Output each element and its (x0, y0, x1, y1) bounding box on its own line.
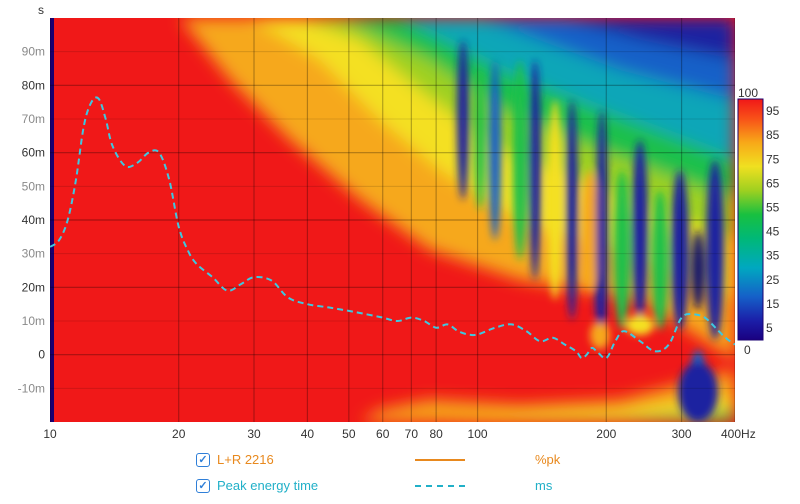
legend-label-l-r: L+R 2216 (217, 452, 274, 467)
colorbar-tick-label: 85 (766, 128, 780, 142)
x-tick-label: 60 (376, 427, 390, 441)
x-tick-label: 50 (342, 427, 356, 441)
y-axis-ticks: 90m 80m 70m 60m 50m 40m 30m 20m 10m 0 -10m (18, 45, 46, 396)
y-axis-unit: s (38, 3, 44, 17)
legend-row-l-r[interactable]: ✓ L+R 2216 %pk (196, 452, 595, 467)
y-tick-label: 60m (22, 146, 45, 160)
colorbar-tick-label: 55 (766, 200, 780, 214)
colorbar (737, 98, 764, 341)
colorbar-tick-label: 45 (766, 225, 780, 239)
y-tick-label: 0 (38, 348, 45, 362)
colorbar-tick-label: 75 (766, 152, 780, 166)
y-tick-label: 30m (22, 247, 45, 261)
legend-row-peak-energy[interactable]: ✓ Peak energy time ms (196, 478, 595, 493)
colorbar-tick-label: 35 (766, 249, 780, 263)
y-tick-label: 70m (22, 112, 45, 126)
colorbar-tick-label: 25 (766, 273, 780, 287)
legend-swatch-l-r (415, 458, 465, 461)
colorbar-tick-label: 5 (766, 321, 773, 335)
x-tick-label: 20 (172, 427, 186, 441)
peak-energy-time-curve (50, 96, 735, 360)
legend-checkbox-peak-energy[interactable]: ✓ (196, 478, 210, 493)
colorbar-tick-label: 15 (766, 297, 780, 311)
y-tick-label: 10m (22, 314, 45, 328)
colorbar-ticks: 95 85 75 65 55 45 35 25 15 5 (766, 104, 780, 335)
x-tick-label: 40 (301, 427, 315, 441)
y-tick-label: 40m (22, 213, 45, 227)
x-tick-label: 70 (405, 427, 419, 441)
x-tick-label: 200 (596, 427, 616, 441)
x-axis-ticks: 10 20 30 40 50 60 70 80 100 200 300 400Hz (43, 427, 755, 441)
x-tick-label: 80 (429, 427, 443, 441)
colorbar-tick-label: 65 (766, 176, 780, 190)
legend-swatch-peak-energy (415, 484, 465, 487)
heatmap-plot (50, 18, 735, 422)
y-tick-label: -10m (18, 381, 45, 395)
x-tick-label: 30 (247, 427, 261, 441)
legend-unit-peak-energy: ms (535, 478, 553, 493)
x-tick-label: 100 (468, 427, 488, 441)
x-tick-label: 10 (43, 427, 57, 441)
y-tick-label: 50m (22, 179, 45, 193)
legend-unit-l-r: %pk (535, 452, 561, 467)
x-tick-label: 300 (672, 427, 692, 441)
y-tick-label: 20m (22, 280, 45, 294)
y-tick-label: 80m (22, 78, 45, 92)
x-tick-label: 400Hz (721, 427, 756, 441)
legend-label-peak-energy: Peak energy time (217, 478, 319, 493)
colorbar-tick-label: 95 (766, 104, 780, 118)
y-tick-label: 90m (22, 45, 45, 59)
gridlines (50, 18, 735, 422)
legend-checkbox-l-r[interactable]: ✓ (196, 452, 210, 467)
colorbar-max-label: 100 (738, 86, 758, 100)
colorbar-min-label: 0 (744, 343, 751, 357)
